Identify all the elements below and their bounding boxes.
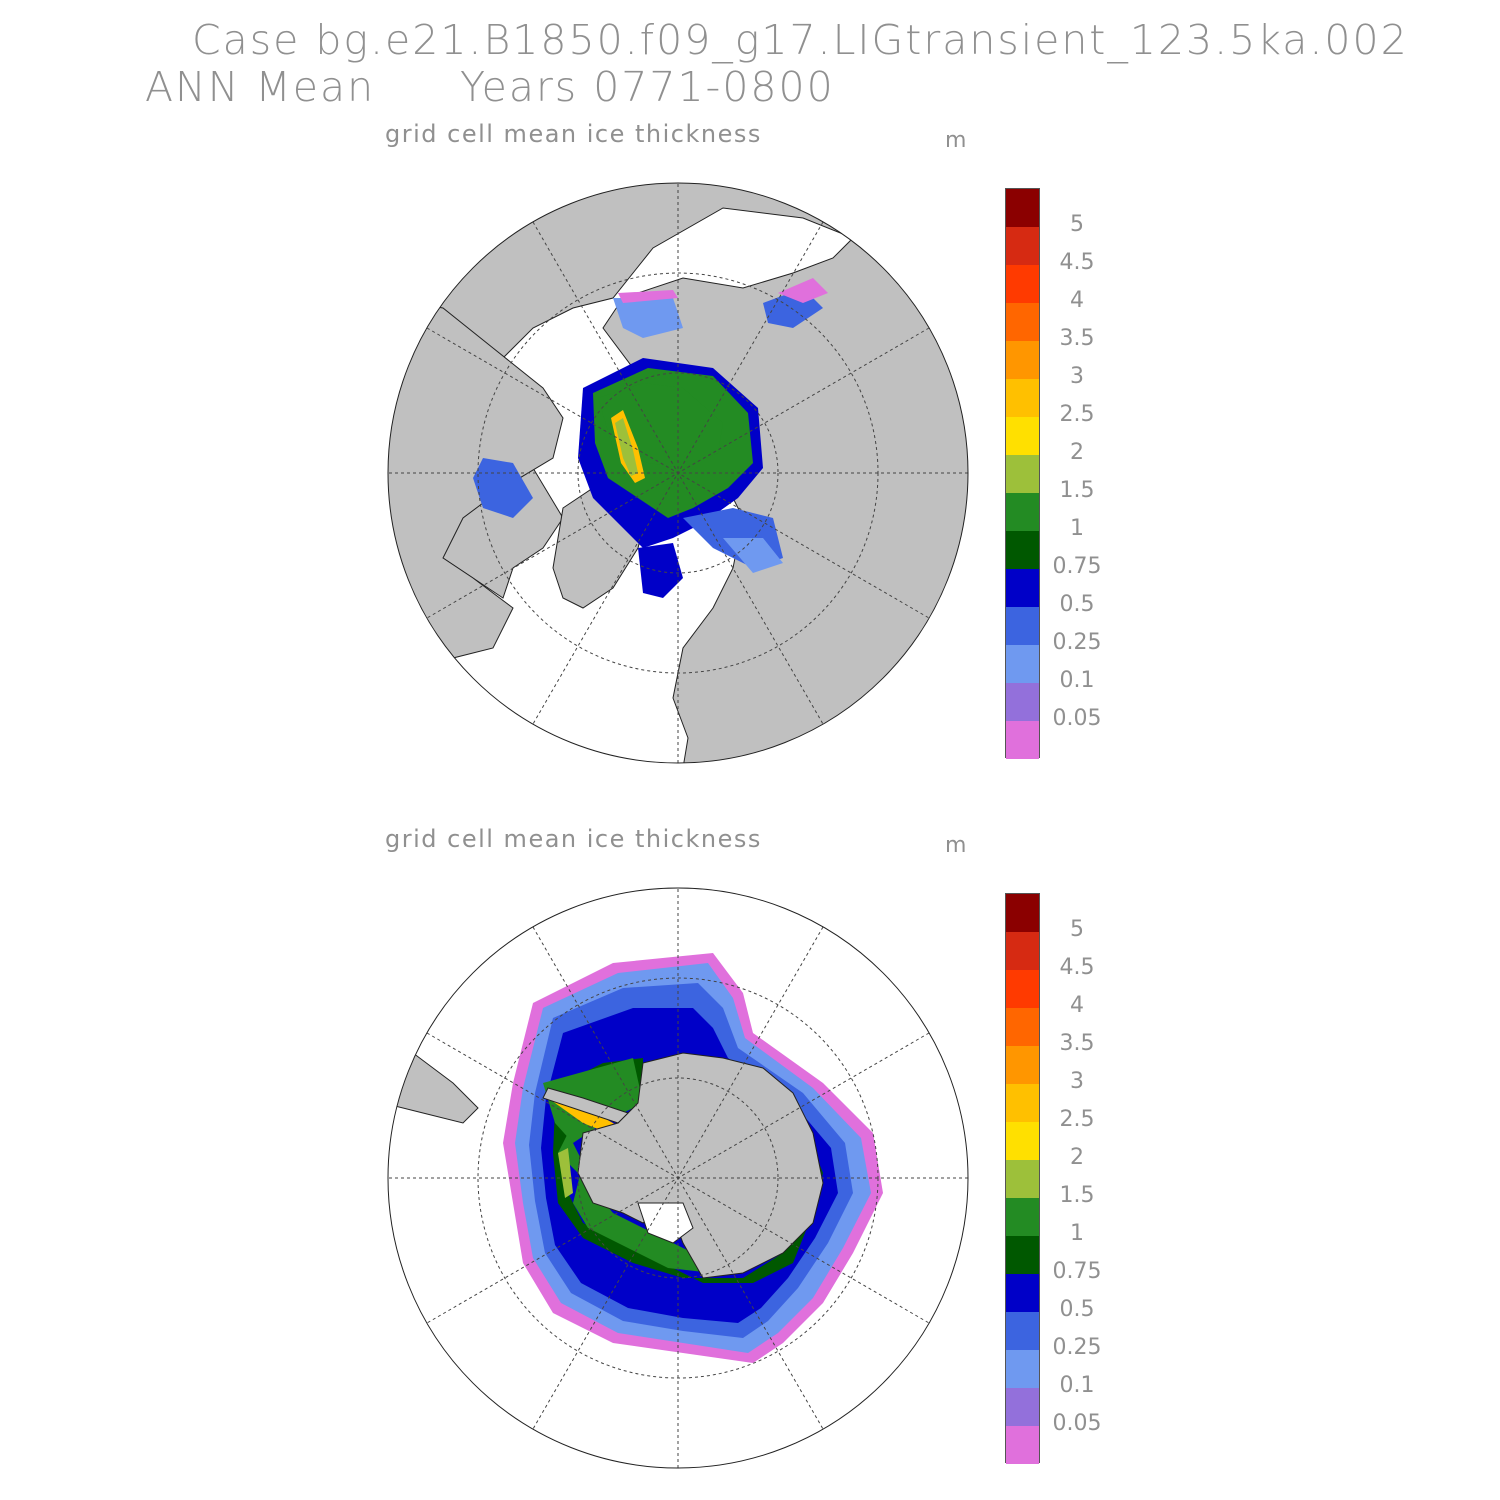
- colorbar-tick-label: 4: [1070, 993, 1084, 1018]
- colorbar-swatch: [1006, 1008, 1039, 1046]
- colorbar-tick-label: 0.75: [1052, 1259, 1102, 1284]
- land-antarctic-peninsula: [542, 1087, 629, 1124]
- colorbar-swatch: [1006, 493, 1039, 531]
- ice-peninsula-yellow: [558, 1148, 573, 1198]
- ice-bering-edge: [618, 290, 678, 303]
- colorbar-swatch: [1006, 1350, 1039, 1388]
- colorbar-swatch: [1006, 1122, 1039, 1160]
- period-label: ANN Mean: [145, 63, 376, 111]
- colorbar-swatch: [1006, 303, 1039, 341]
- colorbar-swatch: [1006, 894, 1039, 932]
- colorbar-swatch: [1006, 417, 1039, 455]
- colorbar-swatch: [1006, 721, 1039, 759]
- colorbar-tick-label: 0.25: [1052, 630, 1102, 655]
- colorbar-tick-label: 5: [1070, 917, 1084, 942]
- colorbar-swatch: [1006, 227, 1039, 265]
- colorbar-tick-label: 2: [1070, 440, 1084, 465]
- colorbar-swatch: [1006, 1388, 1039, 1426]
- arctic-polar-map: [387, 182, 969, 764]
- colorbar-tick-label: 5: [1070, 212, 1084, 237]
- panel-title-arctic: grid cell mean ice thickness: [385, 120, 762, 148]
- colorbar-tick-label: 3.5: [1059, 326, 1095, 351]
- ice-greenland-sea: [638, 543, 683, 598]
- unit-label-arctic: m: [945, 128, 967, 153]
- ice-barents-edge: [723, 538, 783, 573]
- colorbar-swatch: [1006, 455, 1039, 493]
- colorbar-tick-label: 0.5: [1059, 592, 1095, 617]
- colorbar-tick-label: 2.5: [1059, 1107, 1095, 1132]
- colorbar-tick-label: 0.1: [1059, 668, 1095, 693]
- colorbar-swatch: [1006, 970, 1039, 1008]
- colorbar-tick-label: 3.5: [1059, 1031, 1095, 1056]
- colorbar-swatch: [1006, 1236, 1039, 1274]
- colorbar-tick-label: 4: [1070, 288, 1084, 313]
- colorbar-swatch: [1006, 1046, 1039, 1084]
- colorbar-tick-label: 0.5: [1059, 1297, 1095, 1322]
- colorbar-tick-label: 0.1: [1059, 1373, 1095, 1398]
- case-title: Case bg.e21.B1850.f09_g17.LIGtransient_1…: [192, 16, 1409, 64]
- colorbar-swatch: [1006, 1312, 1039, 1350]
- colorbar-tick-label: 0.05: [1052, 706, 1102, 731]
- colorbar-tick-label: 1: [1070, 1221, 1084, 1246]
- colorbar-swatch: [1006, 1198, 1039, 1236]
- colorbar-swatch: [1006, 932, 1039, 970]
- ice-arctic-thicker: [615, 418, 638, 476]
- colorbar-swatch: [1006, 189, 1039, 227]
- colorbar-swatch: [1006, 683, 1039, 721]
- colorbar-tick-label: 2: [1070, 1145, 1084, 1170]
- colorbar-tick-label: 2.5: [1059, 402, 1095, 427]
- colorbar-tick-label: 1: [1070, 516, 1084, 541]
- colorbar-tick-label: 3: [1070, 364, 1084, 389]
- ice-okhotsk-edge: [778, 278, 828, 303]
- colorbar-swatch: [1006, 569, 1039, 607]
- colorbar-tick-label: 0.75: [1052, 554, 1102, 579]
- colorbar-tick-label: 4.5: [1059, 250, 1095, 275]
- ross-ice-shelf: [637, 1202, 694, 1244]
- colorbar-antarctic: [1005, 893, 1040, 1464]
- colorbar-swatch: [1006, 645, 1039, 683]
- colorbar-swatch: [1006, 607, 1039, 645]
- colorbar-tick-label: 0.05: [1052, 1411, 1102, 1436]
- colorbar-swatch: [1006, 379, 1039, 417]
- colorbar-swatch: [1006, 341, 1039, 379]
- colorbar-arctic: [1005, 188, 1040, 759]
- antarctic-polar-map: [387, 887, 969, 1469]
- colorbar-tick-label: 4.5: [1059, 955, 1095, 980]
- colorbar-swatch: [1006, 1160, 1039, 1198]
- colorbar-swatch: [1006, 1274, 1039, 1312]
- ice-bering: [613, 298, 683, 338]
- unit-label-antarctic: m: [945, 833, 967, 858]
- colorbar-swatch: [1006, 265, 1039, 303]
- colorbar-swatch: [1006, 531, 1039, 569]
- ice-weddell-green: [543, 1058, 643, 1143]
- years-label: Years 0771-0800: [460, 63, 835, 111]
- colorbar-tick-label: 1.5: [1059, 1183, 1095, 1208]
- colorbar-tick-label: 0.25: [1052, 1335, 1102, 1360]
- panel-title-antarctic: grid cell mean ice thickness: [385, 825, 762, 853]
- colorbar-swatch: [1006, 1426, 1039, 1464]
- colorbar-swatch: [1006, 1084, 1039, 1122]
- colorbar-tick-label: 3: [1070, 1069, 1084, 1094]
- colorbar-tick-label: 1.5: [1059, 478, 1095, 503]
